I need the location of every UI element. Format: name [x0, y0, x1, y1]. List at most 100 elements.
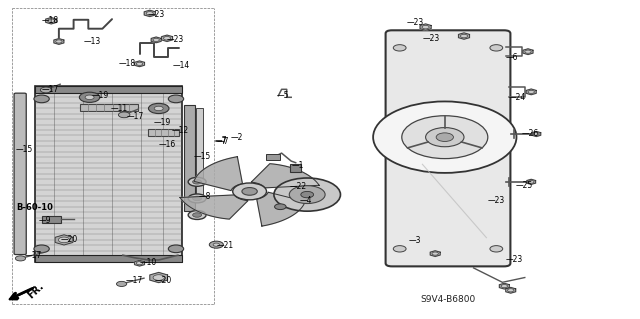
Circle shape	[393, 45, 406, 51]
Text: —18: —18	[42, 16, 59, 25]
Polygon shape	[194, 157, 243, 190]
Text: —20: —20	[155, 276, 172, 285]
Circle shape	[193, 213, 202, 217]
Circle shape	[525, 50, 531, 53]
Text: FR.: FR.	[26, 281, 45, 301]
Bar	[35, 255, 182, 262]
Circle shape	[422, 26, 429, 29]
Circle shape	[40, 87, 52, 93]
Text: —9: —9	[38, 216, 51, 225]
Circle shape	[301, 191, 314, 198]
Text: —1: —1	[291, 161, 303, 170]
Bar	[196, 108, 203, 198]
Polygon shape	[527, 179, 536, 184]
Circle shape	[148, 103, 169, 114]
Circle shape	[164, 36, 171, 40]
Polygon shape	[134, 260, 145, 266]
Polygon shape	[499, 283, 509, 289]
Text: —7: —7	[214, 136, 227, 145]
Circle shape	[15, 256, 26, 261]
Text: —16: —16	[159, 140, 176, 149]
Text: —21: —21	[216, 241, 234, 250]
Text: —19: —19	[92, 91, 109, 100]
Circle shape	[426, 128, 464, 147]
Text: —5: —5	[276, 91, 289, 100]
Circle shape	[393, 246, 406, 252]
Polygon shape	[430, 251, 440, 256]
Text: —15: —15	[193, 152, 211, 161]
Text: —3: —3	[408, 236, 421, 245]
Circle shape	[461, 34, 467, 38]
Bar	[266, 154, 280, 160]
Text: —22: —22	[290, 182, 307, 191]
FancyBboxPatch shape	[385, 30, 510, 266]
Polygon shape	[134, 61, 145, 67]
Circle shape	[118, 112, 130, 118]
Circle shape	[242, 188, 257, 195]
Circle shape	[193, 180, 202, 184]
Circle shape	[373, 101, 516, 173]
Circle shape	[490, 246, 503, 252]
Text: —23: —23	[166, 35, 184, 44]
Text: —23: —23	[488, 197, 505, 205]
Circle shape	[85, 95, 94, 100]
Text: —23: —23	[506, 256, 523, 264]
Circle shape	[193, 196, 202, 201]
Polygon shape	[180, 195, 248, 219]
Text: —23: —23	[147, 10, 164, 19]
Polygon shape	[55, 235, 73, 245]
Circle shape	[154, 106, 163, 111]
Text: —24: —24	[509, 93, 526, 102]
Polygon shape	[506, 287, 516, 293]
Circle shape	[274, 178, 340, 211]
Polygon shape	[257, 192, 305, 226]
Circle shape	[528, 90, 534, 93]
Bar	[148, 129, 179, 136]
Text: —18: —18	[118, 59, 136, 68]
Circle shape	[147, 12, 154, 15]
Polygon shape	[526, 89, 536, 95]
Text: —23: —23	[407, 18, 424, 27]
Text: —8: —8	[198, 192, 211, 201]
Polygon shape	[532, 131, 541, 137]
Circle shape	[529, 181, 534, 183]
Circle shape	[402, 116, 488, 159]
Circle shape	[116, 281, 127, 286]
Circle shape	[501, 285, 508, 288]
Circle shape	[534, 133, 539, 135]
Circle shape	[436, 133, 453, 142]
Circle shape	[47, 19, 55, 22]
Circle shape	[209, 241, 223, 248]
Text: —14: —14	[173, 61, 190, 70]
Circle shape	[79, 92, 100, 102]
Circle shape	[490, 45, 503, 51]
Bar	[35, 86, 182, 93]
Text: —15: —15	[16, 145, 33, 154]
Text: —20: —20	[61, 235, 78, 244]
Circle shape	[168, 245, 184, 253]
Text: S9V4-B6800: S9V4-B6800	[420, 295, 476, 304]
Polygon shape	[54, 39, 64, 44]
Text: —7: —7	[215, 137, 228, 146]
Circle shape	[34, 245, 49, 253]
Polygon shape	[523, 49, 533, 55]
Text: —2: —2	[230, 133, 243, 142]
Circle shape	[188, 194, 206, 203]
Circle shape	[136, 262, 143, 265]
Circle shape	[136, 62, 143, 65]
Polygon shape	[151, 37, 161, 43]
Text: —4: —4	[300, 197, 312, 205]
Circle shape	[153, 275, 164, 280]
Bar	[42, 216, 61, 223]
Circle shape	[56, 40, 62, 43]
Polygon shape	[420, 24, 431, 30]
Circle shape	[58, 237, 70, 243]
Circle shape	[508, 289, 514, 292]
Polygon shape	[45, 18, 57, 24]
Bar	[290, 164, 301, 172]
Text: —25: —25	[515, 181, 532, 189]
Circle shape	[34, 95, 49, 103]
Text: —10: —10	[140, 258, 157, 267]
Text: —7: —7	[216, 137, 229, 146]
Circle shape	[233, 183, 266, 200]
